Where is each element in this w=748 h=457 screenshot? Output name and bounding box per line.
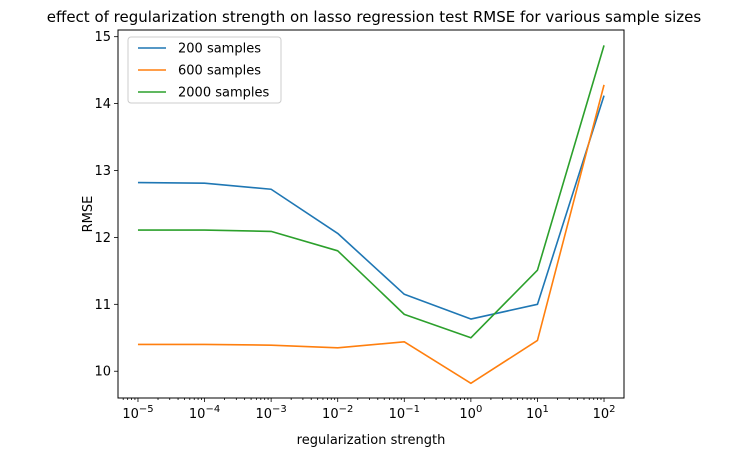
- series-line-0: [137, 95, 605, 320]
- legend-label: 2000 samples: [178, 86, 269, 101]
- x-tick-label: 10−4: [189, 404, 220, 422]
- series-line-1: [137, 84, 605, 385]
- x-tick-label: 10−5: [122, 404, 153, 422]
- legend-label: 200 samples: [178, 42, 261, 57]
- x-tick-label: 100: [459, 404, 482, 422]
- y-tick-label: 14: [94, 97, 111, 112]
- legend: 200 samples 600 samples 2000 samples: [127, 36, 282, 104]
- x-tick-label: 10−2: [322, 404, 353, 422]
- y-tick-label: 15: [94, 30, 111, 45]
- y-tick-label: 12: [94, 231, 111, 246]
- legend-box: [127, 36, 282, 104]
- x-tick-label: 102: [593, 404, 616, 422]
- y-tick-label: 11: [94, 298, 111, 313]
- axes-frame: [117, 29, 625, 399]
- plot-area: [137, 45, 605, 385]
- y-tick-label: 13: [94, 164, 111, 179]
- x-tick-label: 10−1: [389, 404, 420, 422]
- y-tick-label: 10: [94, 365, 111, 380]
- y-axis: 10 11 12 13 14 15: [94, 30, 118, 380]
- series-line-2: [137, 45, 605, 339]
- chart-title: effect of regularization strength on las…: [47, 8, 702, 26]
- x-tick-label: 101: [526, 404, 549, 422]
- legend-label: 600 samples: [178, 64, 261, 79]
- x-tick-label: 10−3: [255, 404, 286, 422]
- x-axis: 10−5 10−4 10−3 10−2 10−1 100 101 102: [122, 398, 615, 422]
- y-axis-label: RMSE: [81, 196, 96, 233]
- x-axis-label: regularization strength: [297, 433, 446, 448]
